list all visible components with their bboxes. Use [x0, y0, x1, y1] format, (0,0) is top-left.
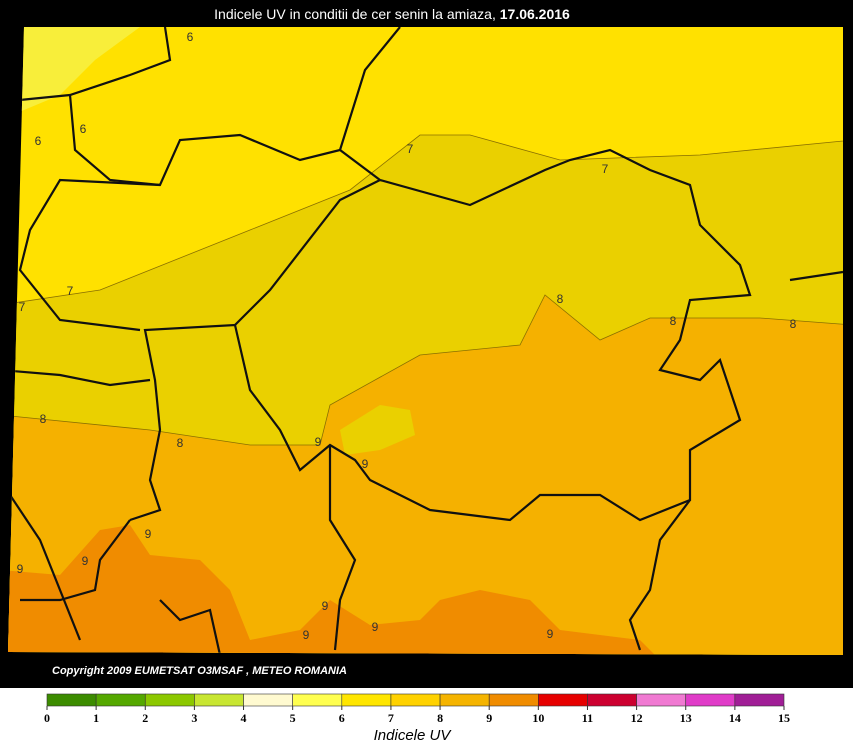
border	[19, 27, 172, 102]
border	[68, 94, 752, 522]
colorbar-tick-label: 7	[388, 711, 394, 725]
zone-7-8-island	[340, 405, 415, 455]
border	[789, 270, 843, 282]
colorbar-tick-label: 9	[486, 711, 492, 725]
colorbar-tick-label: 10	[532, 711, 544, 725]
contour-label: 9	[315, 435, 322, 449]
contour-label: 9	[362, 457, 369, 471]
isoline	[8, 294, 843, 446]
contour-label: 9	[145, 527, 152, 541]
contour-label: 9	[372, 620, 379, 634]
contour-label: 9	[322, 599, 329, 613]
title-date: 17.06.2016	[500, 6, 570, 22]
title: Indicele UV in conditii de cer senin la …	[214, 6, 570, 22]
contour-label: 6	[35, 134, 42, 148]
map-area	[8, 27, 843, 655]
contour-label: 7	[602, 162, 609, 176]
colorbar-cell	[46, 693, 97, 707]
colorbar-cell	[488, 693, 539, 707]
contour-label: 8	[790, 317, 797, 331]
contour-label: 9	[547, 627, 554, 641]
colorbar-tick-label: 2	[142, 711, 148, 725]
colorbar-tick-label: 12	[631, 711, 643, 725]
contour-label: 7	[67, 284, 74, 298]
border	[8, 479, 82, 641]
contour-label: 8	[40, 412, 47, 426]
colorbar: 0 1 2 3 4 5 6 7 8 9 10 11 12 13 14 15	[44, 693, 790, 725]
zone-5-6	[8, 27, 140, 120]
border	[234, 179, 381, 326]
colorbar-cell	[144, 693, 195, 707]
colorbar-cell	[390, 693, 441, 707]
colorbar-cell	[538, 693, 588, 707]
contour-label: 8	[177, 436, 184, 450]
contour-label: 6	[187, 30, 194, 44]
isoline	[8, 134, 843, 306]
colorbar-cell	[95, 693, 146, 707]
colorbar-cell	[194, 693, 244, 707]
border	[328, 445, 357, 651]
colorbar-tick-label: 3	[191, 711, 197, 725]
colorbar-tick-label: 14	[729, 711, 741, 725]
colorbar-cell	[734, 693, 785, 707]
colorbar-tick-label: 13	[680, 711, 692, 725]
colorbar-cell	[636, 693, 687, 707]
title-text: Indicele UV in conditii de cer senin la …	[214, 6, 496, 22]
contour-label: 9	[82, 554, 89, 568]
border	[20, 519, 131, 602]
colorbar-tick-label: 15	[778, 711, 790, 725]
colorbar-tick-label: 8	[437, 711, 443, 725]
border	[159, 599, 222, 655]
colorbar-label: Indicele UV	[374, 727, 453, 744]
zone-9-10	[8, 525, 660, 655]
border	[628, 499, 691, 651]
colorbar-tick-label: 6	[339, 711, 345, 725]
border	[338, 27, 401, 151]
colorbar-tick-label: 0	[44, 711, 50, 725]
contour-labels: 6 6 6 7 7 7 7 8 8 8 8 8 9 9 9 9 9 9 9 9 9	[17, 30, 797, 642]
colorbar-cell	[243, 693, 293, 707]
contour-label: 6	[80, 122, 87, 136]
copyright: Copyright 2009 EUMETSAT O3MSAF , METEO R…	[52, 665, 347, 677]
colorbar-cell	[292, 693, 343, 707]
zone-8-9	[8, 295, 843, 655]
colorbar-cell	[439, 693, 490, 707]
colorbar-tick-label: 5	[290, 711, 296, 725]
border	[8, 368, 151, 387]
contour-label: 8	[670, 314, 677, 328]
border	[18, 178, 161, 332]
contour-label: 9	[303, 628, 310, 642]
contour-label: 7	[407, 142, 414, 156]
contour-label: 8	[557, 292, 564, 306]
colorbar-cell	[685, 693, 736, 707]
colorbar-tick-label: 1	[93, 711, 99, 725]
colorbar-cell	[587, 693, 637, 707]
colorbar-cell	[341, 693, 392, 707]
colorbar-tick-label: 4	[241, 711, 247, 725]
contour-label: 7	[19, 300, 26, 314]
contour-label: 9	[17, 562, 24, 576]
colorbar-tick-label: 11	[582, 711, 593, 725]
